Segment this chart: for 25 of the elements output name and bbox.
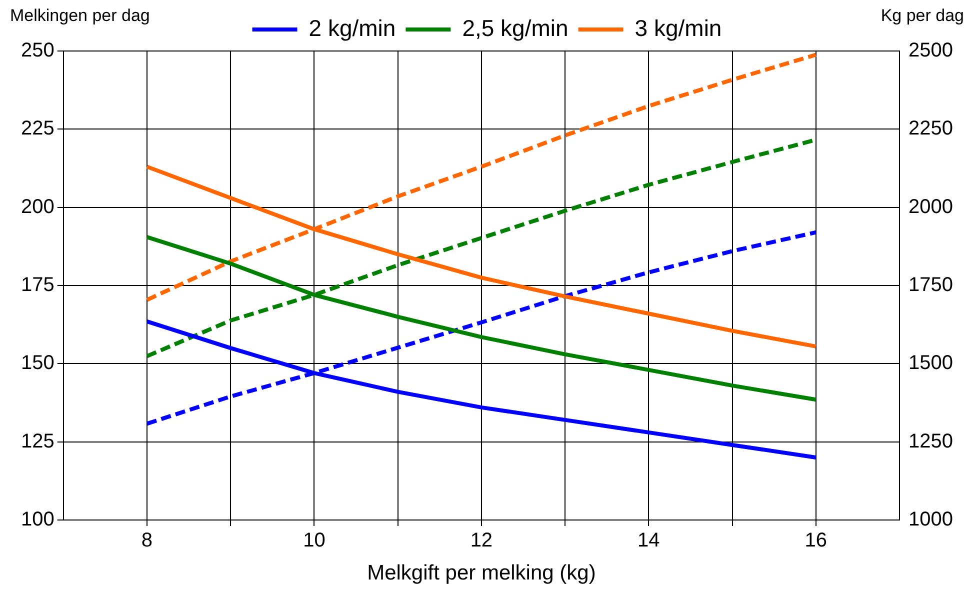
y2-tick-label: 1000	[908, 508, 954, 531]
x-tick-label: 16	[804, 530, 828, 552]
y-tick-label: 200	[20, 196, 54, 218]
legend-label: 2 kg/min	[308, 14, 396, 41]
y2-tick-label: 1250	[908, 430, 954, 452]
x-axis-title: Melkgift per melking (kg)	[367, 561, 596, 584]
y-tick-label: 225	[20, 118, 54, 140]
y-tick-label: 100	[20, 508, 54, 531]
y2-tick-label: 1750	[908, 274, 954, 296]
y2-tick-label: 1500	[908, 352, 954, 374]
y-tick-label: 175	[20, 274, 54, 296]
legend-label: 2,5 kg/min	[462, 14, 568, 41]
y-axis-title: Melkingen per dag	[10, 6, 150, 26]
x-tick-label: 14	[638, 530, 660, 552]
y2-tick-label: 2250	[908, 118, 954, 140]
y2-tick-label: 2000	[908, 196, 954, 218]
y-tick-label: 250	[20, 40, 54, 62]
y-tick-label: 150	[20, 352, 54, 374]
legend-label: 3 kg/min	[634, 14, 722, 41]
x-tick-label: 8	[141, 530, 153, 552]
y2-axis-title: Kg per dag	[880, 6, 964, 26]
y-tick-label: 125	[20, 430, 54, 452]
y2-tick-label: 2500	[908, 40, 954, 62]
x-tick-label: 12	[470, 530, 493, 552]
x-tick-label: 10	[303, 530, 326, 552]
